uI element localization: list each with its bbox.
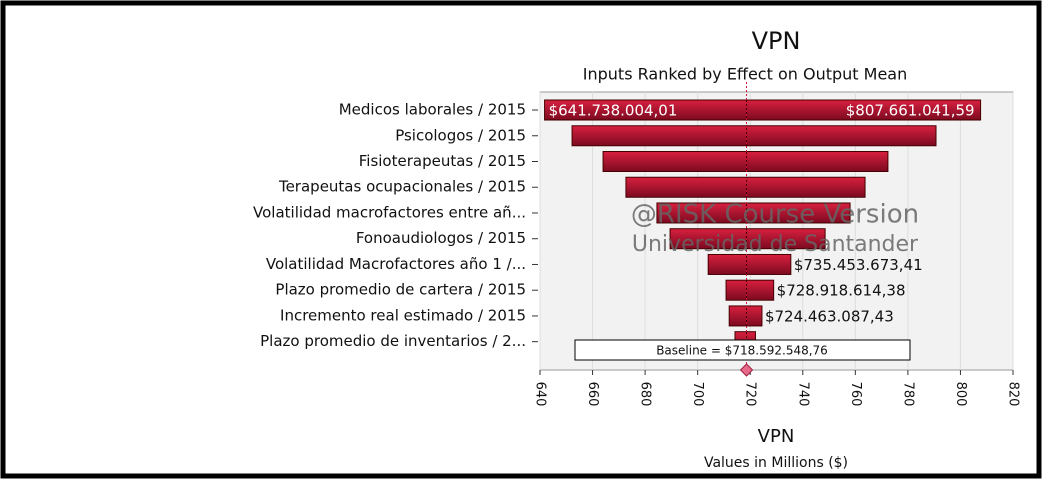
bar-high bbox=[746, 202, 851, 224]
baseline-marker bbox=[739, 363, 754, 377]
x-tick-label: 720 bbox=[743, 382, 758, 407]
bar-low bbox=[707, 253, 748, 275]
x-tick-label: 800 bbox=[953, 382, 968, 407]
bar-low bbox=[625, 176, 748, 198]
chart-title: VPN bbox=[752, 27, 801, 55]
baseline-label: Baseline = $718.592.548,76 bbox=[656, 344, 828, 358]
x-tick-label: 760 bbox=[848, 382, 863, 407]
y-tick-label: Terapeutas ocupacionales / 2015 bbox=[278, 178, 526, 196]
bar-low bbox=[602, 151, 748, 172]
y-tick-label: Incremento real estimado / 2015 bbox=[280, 306, 526, 324]
bar-low bbox=[725, 279, 748, 301]
bar-high bbox=[746, 176, 866, 198]
x-tick-label: 660 bbox=[585, 382, 600, 407]
baseline-box bbox=[574, 339, 911, 361]
watermark: @RISK Course Version bbox=[631, 200, 919, 230]
bar-high bbox=[746, 305, 763, 327]
y-tick-label: Plazo promedio de cartera / 2015 bbox=[275, 281, 526, 299]
y-tick-label: Volatilidad Macrofactores año 1 /... bbox=[266, 255, 526, 273]
bar-high bbox=[746, 253, 792, 275]
x-tick-label: 680 bbox=[638, 382, 653, 407]
value-label: $735.453.673,41 bbox=[794, 256, 923, 274]
y-tick-label: Plazo promedio de inventarios / 2... bbox=[260, 332, 526, 350]
value-label: $724.463.087,43 bbox=[765, 307, 894, 325]
value-label: $641.738.004,01 bbox=[549, 102, 678, 120]
x-tick-label: 780 bbox=[900, 382, 915, 407]
value-label: $728.918.614,38 bbox=[777, 282, 906, 300]
y-tick-label: Psicologos / 2015 bbox=[395, 126, 526, 144]
value-label: $807.661.041,59 bbox=[846, 102, 975, 120]
y-tick-label: Fonoaudiologos / 2015 bbox=[356, 229, 526, 247]
x-tick-label: 740 bbox=[795, 382, 810, 407]
x-tick-label: 820 bbox=[1006, 382, 1021, 407]
y-tick-label: Volatilidad macrofactores entre añ... bbox=[253, 203, 526, 221]
chart-subtitle: Inputs Ranked by Effect on Output Mean bbox=[583, 65, 907, 84]
bar-high bbox=[746, 279, 775, 301]
y-tick-label: Medicos laborales / 2015 bbox=[339, 101, 526, 119]
x-axis-title: VPN bbox=[758, 426, 795, 447]
bar-high bbox=[746, 125, 937, 147]
bar-low bbox=[571, 125, 748, 147]
y-tick-label: Fisioterapeutas / 2015 bbox=[359, 152, 526, 170]
watermark: Universidad de Santander bbox=[632, 232, 919, 257]
x-tick-label: 640 bbox=[533, 382, 548, 407]
x-tick-label: 700 bbox=[690, 382, 705, 407]
x-axis-subtitle: Values in Millions ($) bbox=[704, 455, 848, 471]
bar-low bbox=[728, 305, 748, 327]
bar-high bbox=[746, 151, 889, 172]
